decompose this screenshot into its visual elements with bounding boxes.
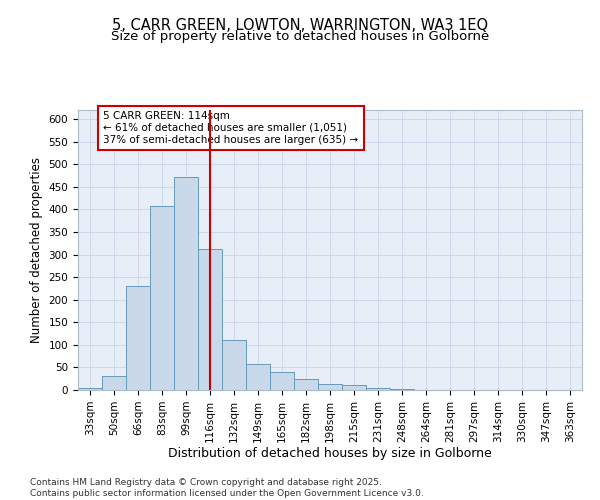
Bar bbox=[342, 385, 366, 390]
Bar bbox=[294, 378, 318, 390]
Bar bbox=[102, 376, 126, 390]
Bar bbox=[390, 388, 414, 390]
Bar bbox=[270, 372, 294, 390]
Bar bbox=[174, 177, 198, 390]
Bar bbox=[366, 388, 390, 390]
Bar bbox=[198, 248, 222, 390]
X-axis label: Distribution of detached houses by size in Golborne: Distribution of detached houses by size … bbox=[168, 448, 492, 460]
Bar bbox=[150, 206, 174, 390]
Bar bbox=[78, 388, 102, 390]
Bar bbox=[222, 340, 246, 390]
Text: Contains HM Land Registry data © Crown copyright and database right 2025.
Contai: Contains HM Land Registry data © Crown c… bbox=[30, 478, 424, 498]
Text: 5, CARR GREEN, LOWTON, WARRINGTON, WA3 1EQ: 5, CARR GREEN, LOWTON, WARRINGTON, WA3 1… bbox=[112, 18, 488, 32]
Y-axis label: Number of detached properties: Number of detached properties bbox=[30, 157, 43, 343]
Text: 5 CARR GREEN: 114sqm
← 61% of detached houses are smaller (1,051)
37% of semi-de: 5 CARR GREEN: 114sqm ← 61% of detached h… bbox=[103, 112, 358, 144]
Bar bbox=[126, 286, 150, 390]
Text: Size of property relative to detached houses in Golborne: Size of property relative to detached ho… bbox=[111, 30, 489, 43]
Bar bbox=[318, 384, 342, 390]
Bar bbox=[246, 364, 270, 390]
